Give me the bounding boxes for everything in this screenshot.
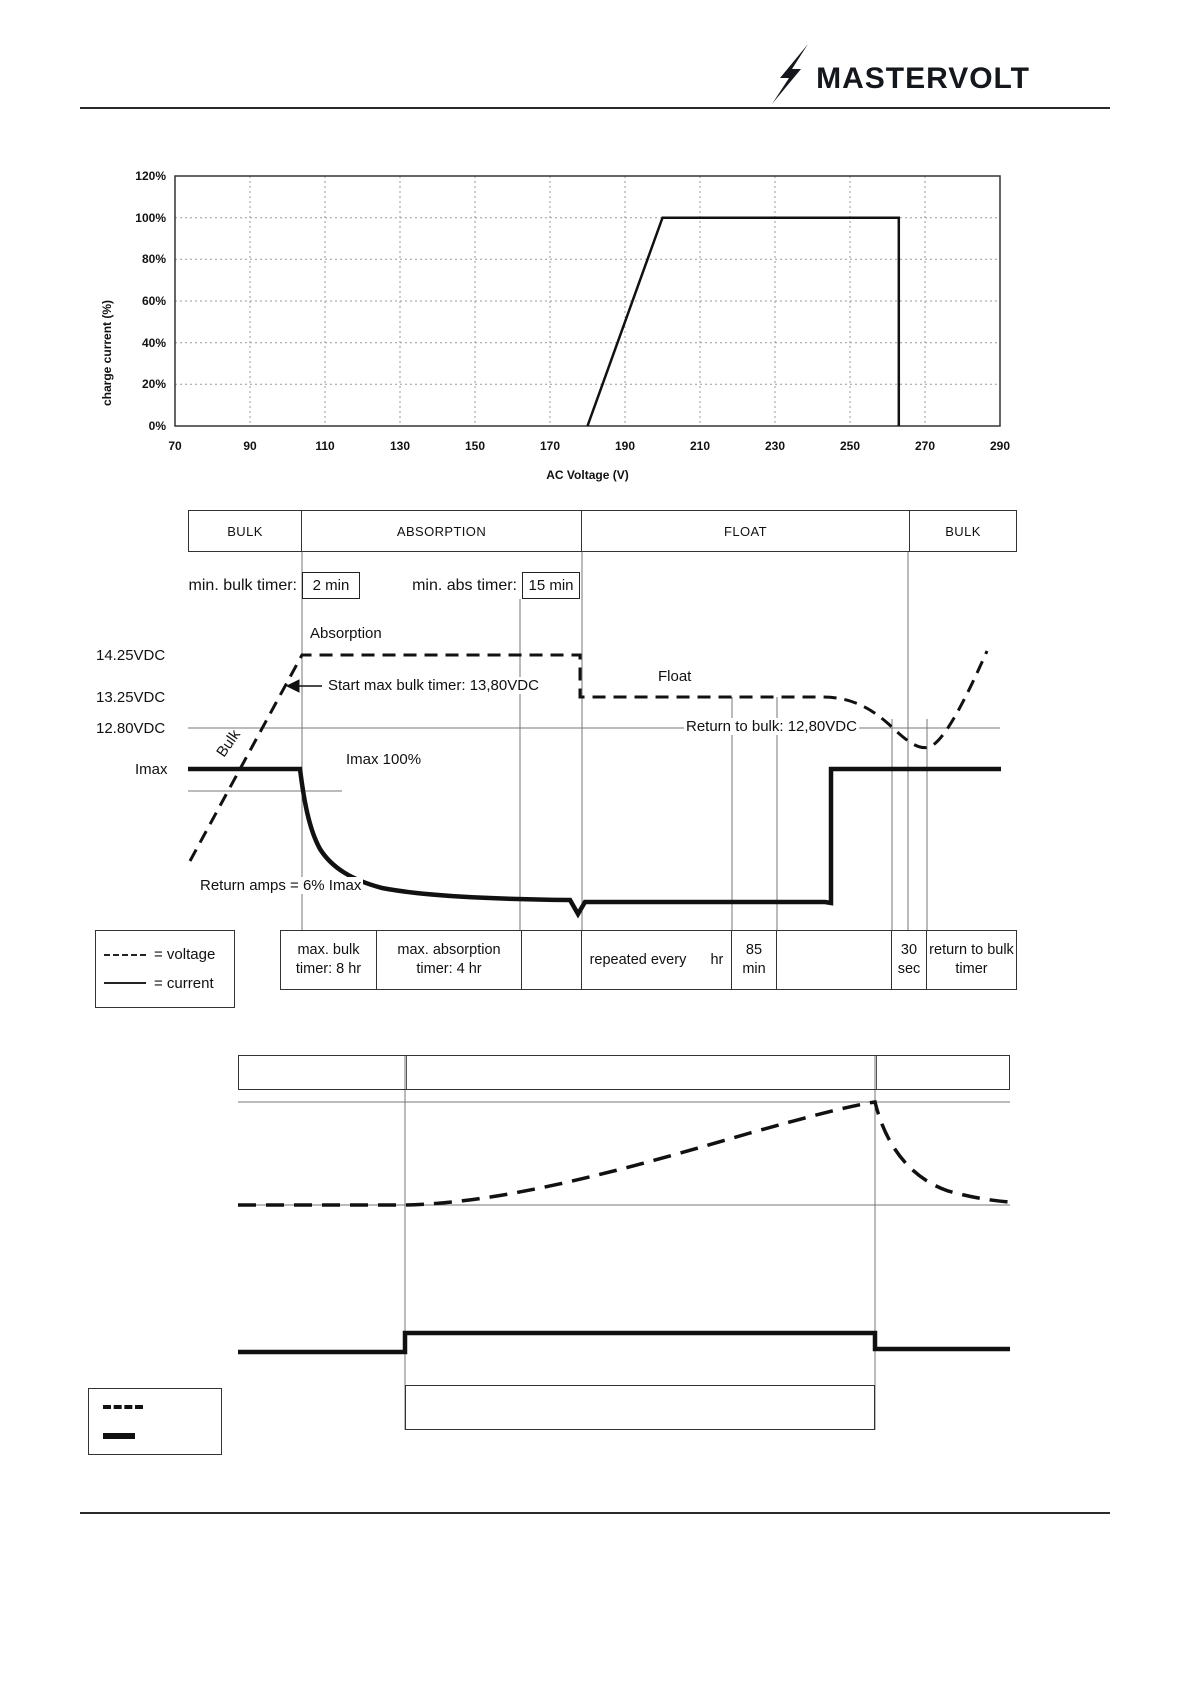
return-amps-annotation: Return amps = 6% Imax <box>198 877 364 894</box>
grid-lines <box>175 176 1000 426</box>
solid-line-icon <box>103 1433 135 1439</box>
voltage-level-1425: 14.25VDC <box>96 647 166 664</box>
solid-line-icon <box>104 982 146 985</box>
y-tick: 60% <box>141 294 166 308</box>
phase-bulk: BULK <box>227 523 263 539</box>
float-annotation: Float <box>656 668 694 685</box>
timing-interval-box <box>405 1385 875 1430</box>
y-tick: 0% <box>148 419 166 433</box>
x-tick: 270 <box>914 439 936 453</box>
timer-max-absorption: max. absorption timer: 4 hr <box>376 931 521 989</box>
x-tick: 190 <box>614 439 636 453</box>
return-to-bulk-annotation: Return to bulk: 12,80VDC <box>684 718 859 735</box>
legend-current-label: = current <box>154 974 214 992</box>
start-max-bulk-arrow <box>285 679 322 693</box>
brand-logo: MASTERVOLT <box>740 44 1030 108</box>
phase-bulk-2: BULK <box>909 511 1016 551</box>
x-tick: 90 <box>243 439 257 453</box>
min-bulk-timer-label: min. bulk timer: <box>188 577 297 594</box>
x-tick: 170 <box>539 439 561 453</box>
lightning-bolt-shape <box>772 44 808 104</box>
x-tick: 290 <box>989 439 1011 453</box>
x-tick: 230 <box>764 439 786 453</box>
min-abs-timer-label: min. abs timer: <box>412 577 517 594</box>
timer-spacer-2 <box>776 931 891 989</box>
timing-current-curve <box>238 1330 1010 1355</box>
x-tick: 70 <box>168 439 182 453</box>
timer-spacer-1 <box>521 931 581 989</box>
timer-return-to-bulk: return to bulk timer <box>926 931 1016 989</box>
min-abs-timer-value: 15 min <box>522 572 580 599</box>
timing-phase-row <box>238 1055 1010 1090</box>
timer-30-sec: 30 sec <box>891 931 926 989</box>
voltage-level-1280: 12.80VDC <box>96 720 166 737</box>
phase-float: FLOAT <box>581 511 909 551</box>
legend-current-row: = current <box>104 975 226 992</box>
y-tick: 40% <box>141 336 166 350</box>
timer-row: max. bulk timer: 8 hr max. absorption ti… <box>280 930 1017 990</box>
y-axis-title: charge current (%) <box>100 299 114 406</box>
phase-row: BULK ABSORPTION FLOAT BULK <box>188 510 1017 552</box>
y-tick: 20% <box>141 377 166 391</box>
x-axis-title: AC Voltage (V) <box>546 468 629 482</box>
timing-voltage-curve <box>238 1100 1011 1207</box>
charge-characteristic-diagram: BULK ABSORPTION FLOAT BULK min. bulk tim… <box>80 505 1040 1017</box>
timing-legend-box <box>88 1388 222 1455</box>
timer-85-min: 85 min <box>731 931 776 989</box>
legend-voltage-label: = voltage <box>154 946 216 964</box>
imax-level-label: Imax <box>135 761 168 778</box>
legend-box: = voltage = current <box>95 930 235 1008</box>
current-curve <box>188 766 1001 919</box>
start-max-bulk-annotation: Start max bulk timer: 13,80VDC <box>326 677 541 694</box>
x-tick: 210 <box>689 439 711 453</box>
dashed-line-icon <box>103 1405 143 1409</box>
y-tick: 120% <box>135 169 166 183</box>
timer-max-bulk: max. bulk timer: 8 hr <box>295 942 362 977</box>
timing-reference-lines <box>238 1055 1010 1430</box>
timing-diagram <box>80 1045 1040 1465</box>
imax-100-annotation: Imax 100% <box>344 751 424 768</box>
footer-rule <box>80 1512 1110 1514</box>
ac-derating-chart: 120% 100% 80% 60% 40% 20% 0% 70 90 110 1… <box>80 156 1040 496</box>
x-tick: 150 <box>464 439 486 453</box>
timing-phase-cell-2 <box>406 1056 876 1089</box>
min-bulk-timer-value: 2 min <box>302 572 360 599</box>
reference-lines <box>188 552 1000 930</box>
charge-characteristic-plot <box>188 552 1001 930</box>
derating-curve <box>586 216 901 427</box>
y-tick: 100% <box>135 211 166 225</box>
voltage-level-1325: 13.25VDC <box>96 689 166 706</box>
dashed-line-icon <box>104 953 146 956</box>
ac-derating-plot <box>174 175 1001 427</box>
voltage-curve <box>188 650 989 862</box>
absorption-annotation: Absorption <box>308 625 384 642</box>
lightning-bolt-icon <box>772 44 808 104</box>
y-tick: 80% <box>141 252 166 266</box>
x-tick: 130 <box>389 439 411 453</box>
brand-name: MASTERVOLT <box>816 62 1030 95</box>
x-tick: 110 <box>315 439 335 453</box>
phase-absorption: ABSORPTION <box>301 511 581 551</box>
legend-voltage-row: = voltage <box>104 946 226 963</box>
timer-repeated-every: repeated every hr <box>581 931 731 989</box>
timing-phase-cell-3 <box>876 1056 1009 1089</box>
x-tick: 250 <box>839 439 861 453</box>
timing-phase-cell-1 <box>239 1056 406 1089</box>
header-rule <box>80 107 1110 109</box>
timing-plot <box>238 1055 1011 1430</box>
